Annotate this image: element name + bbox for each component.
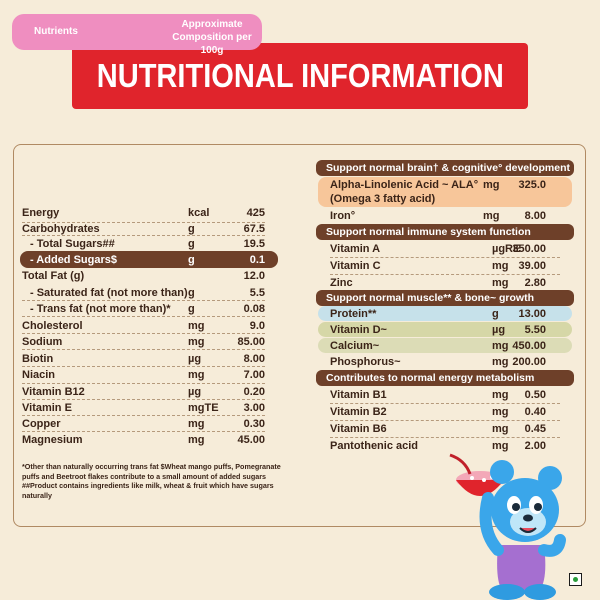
nutrient-row: Biotin µg 8.00 [22, 352, 265, 365]
bear-mascot-illustration [449, 453, 566, 600]
nutrient-row: Pantothenic acid mg 2.00 [330, 439, 546, 452]
nutrient-row: - Trans fat (not more than)* g 0.08 [30, 302, 265, 315]
nutrient-row: Total Fat (g) 12.0 [22, 269, 265, 282]
section-energy: Contributes to normal energy metabolism [316, 370, 574, 386]
section-immune: Support normal immune system function [316, 224, 574, 240]
divider [22, 235, 265, 236]
nutrient-row: Magnesium mg 45.00 [22, 433, 265, 446]
footnotes: *Other than naturally occurring trans fa… [22, 462, 281, 500]
section-muscle: Support normal muscle** & bone~ growth [316, 290, 574, 306]
nutrient-row: Vitamin B2 mg 0.40 [330, 405, 546, 418]
title-banner: NUTRITIONAL INFORMATION [72, 43, 528, 109]
added-sugars-highlight [20, 251, 278, 268]
divider [22, 366, 265, 367]
nutrient-row: Vitamin D~ µg 5.50 [330, 323, 546, 336]
nutrient-row: Sodium mg 85.00 [22, 335, 265, 348]
vitd-highlight [318, 322, 572, 337]
divider [22, 415, 265, 416]
divider [22, 222, 265, 223]
nutrient-row-ala-sub: (Omega 3 fatty acid) [330, 192, 436, 205]
nutrient-row: Phosphorus~ mg 200.00 [330, 355, 546, 368]
nutrient-row: Vitamin B1 mg 0.50 [330, 388, 546, 401]
veg-symbol-icon [569, 573, 582, 586]
nutrient-row: Vitamin B12 µg 0.20 [22, 385, 265, 398]
divider [22, 383, 265, 384]
divider [330, 274, 560, 275]
divider [22, 316, 265, 317]
section-brain: Support normal brain† & cognitive° devel… [316, 160, 574, 176]
nutrient-row: Iron° mg 8.00 [330, 209, 546, 222]
divider [22, 333, 265, 334]
divider [330, 403, 560, 404]
nutrient-row: Calcium~ mg 450.00 [330, 339, 546, 352]
page-title: NUTRITIONAL INFORMATION [96, 57, 504, 94]
divider [22, 399, 265, 400]
divider [330, 257, 560, 258]
nutrient-row: Vitamin B6 mg 0.45 [330, 422, 546, 435]
divider [330, 437, 560, 438]
nutrient-row: Zinc mg 2.80 [330, 276, 546, 289]
divider [22, 300, 265, 301]
nutrient-row: - Saturated fat (not more than) g 5.5 [30, 286, 265, 299]
header-nutrients: Nutrients [34, 26, 78, 37]
nutrient-row: - Total Sugars## g 19.5 [30, 237, 265, 250]
nutrient-row-highlighted: - Added Sugars$ g 0.1 [30, 253, 265, 266]
protein-highlight [318, 306, 572, 321]
header-composition: Approximate Composition per 100g [172, 19, 252, 56]
nutrient-row: Energy kcal 425 [22, 206, 265, 219]
nutrient-row: Cholesterol mg 9.0 [22, 319, 265, 332]
nutrient-row: Niacin mg 7.00 [22, 368, 265, 381]
divider [22, 431, 265, 432]
divider [22, 349, 265, 350]
nutrient-row: Copper mg 0.30 [22, 417, 265, 430]
nutrition-panel [13, 144, 586, 527]
nutrient-row: Carbohydrates g 67.5 [22, 222, 265, 235]
left-table-header: Nutrients Approximate Composition per 10… [12, 14, 262, 56]
nutrient-row-ala: Alpha-Linolenic Acid ~ ALA° mg 325.0 [330, 178, 546, 191]
divider [330, 420, 560, 421]
calcium-highlight [318, 338, 572, 353]
ala-highlight [318, 177, 572, 207]
nutrient-row: Protein** g 13.00 [330, 307, 546, 320]
